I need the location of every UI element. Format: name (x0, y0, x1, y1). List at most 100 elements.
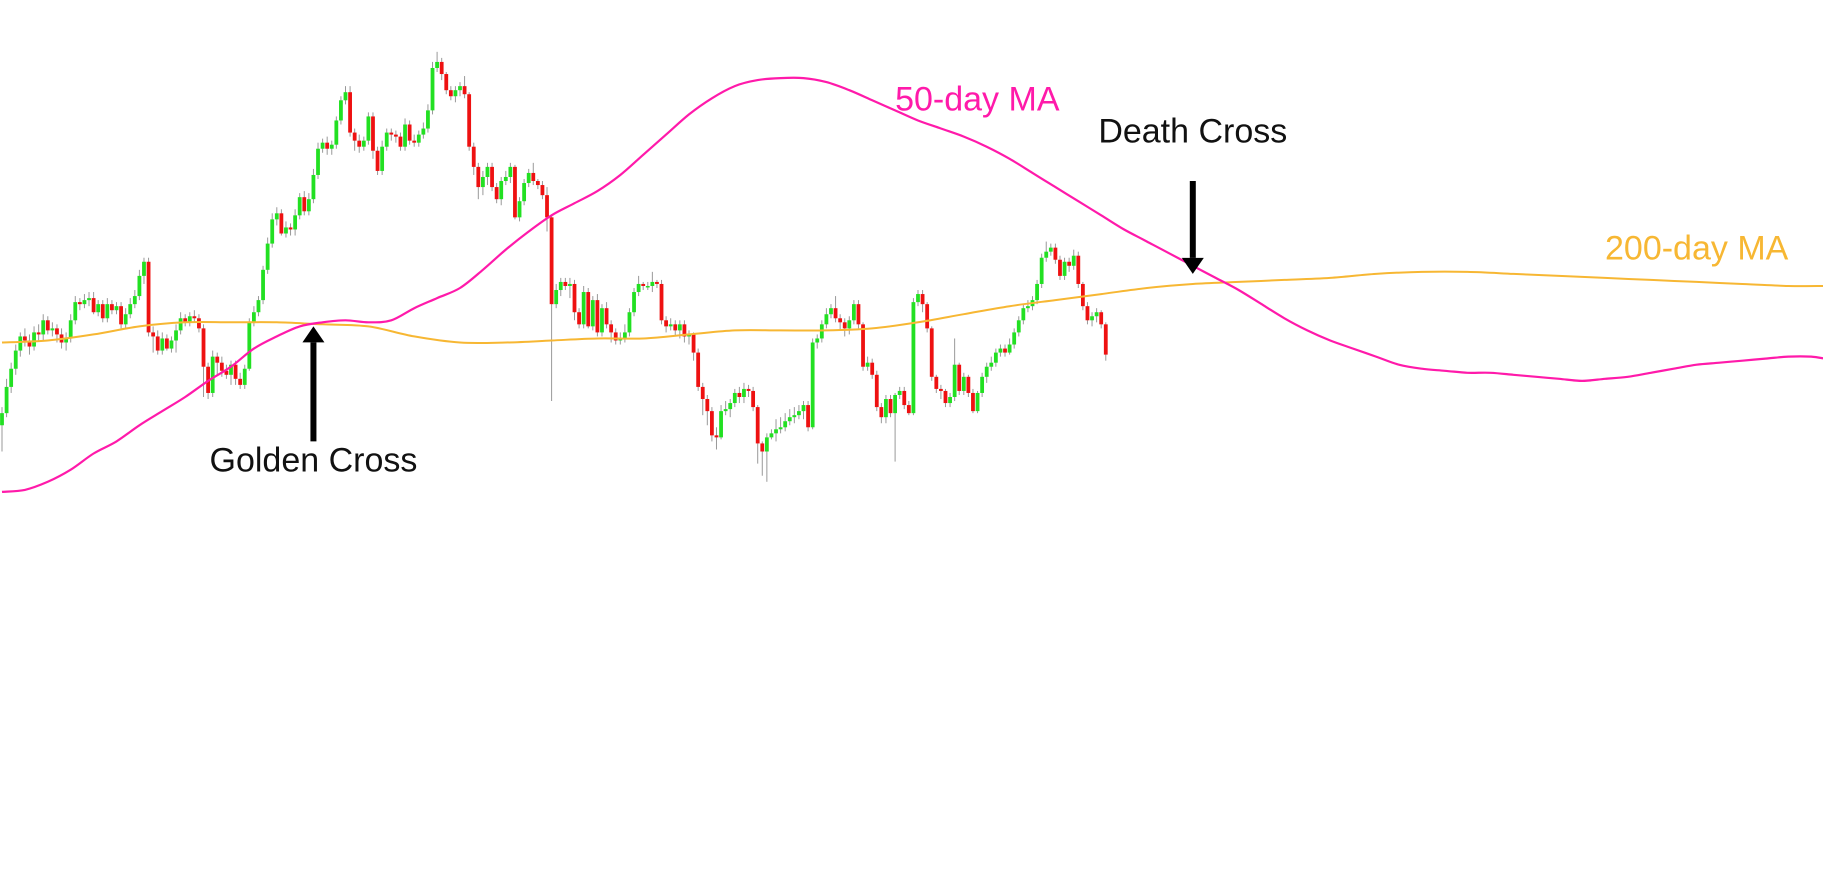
candle-down (288, 227, 293, 230)
candle-down (1085, 306, 1090, 321)
candle-down (1053, 247, 1058, 260)
candle-up (339, 100, 343, 121)
candle-up (270, 219, 275, 244)
candle-up (343, 92, 348, 101)
candle-down (751, 390, 756, 408)
candle-up (316, 148, 320, 175)
candle-down (705, 399, 710, 412)
candle-down (888, 399, 893, 414)
candle-down (183, 318, 188, 323)
candle-down (412, 140, 417, 143)
candle-up (128, 304, 133, 315)
candle-up (961, 376, 966, 391)
candle-down (934, 376, 939, 389)
candle-up (453, 90, 458, 97)
candle-up (1007, 344, 1012, 353)
candle-up (847, 320, 852, 329)
candle-down (604, 308, 609, 325)
candle-up (581, 292, 586, 325)
candle-up (13, 350, 18, 369)
candle-up (87, 298, 91, 301)
candle-up (293, 215, 298, 230)
candle-up (719, 411, 723, 438)
candle-down (595, 300, 600, 333)
death-cross-label: Death Cross (1098, 113, 1287, 151)
candle-up (334, 120, 339, 145)
candle-up (590, 300, 595, 327)
candle-up (911, 302, 916, 414)
candle-up (284, 227, 288, 234)
candle-up (380, 146, 385, 171)
candle-up (18, 336, 23, 351)
candle-down (513, 166, 517, 218)
candle-up (797, 411, 801, 416)
candle-up (252, 312, 256, 323)
candle-down (806, 405, 810, 428)
candle-down (100, 304, 105, 319)
candle-down (23, 336, 27, 341)
candle-up (1026, 306, 1030, 309)
candle-down (943, 390, 948, 404)
candle-down (700, 386, 705, 400)
golden-cross-arrow-head (302, 326, 325, 343)
candle-down (219, 362, 224, 371)
candle-up (403, 124, 407, 147)
candle-up (229, 364, 233, 375)
candle-up (416, 134, 421, 143)
candle-up (247, 322, 252, 369)
candle-up (774, 429, 778, 434)
candle-up (50, 328, 55, 331)
candle-up (320, 142, 325, 149)
candle-bodies (0, 61, 1108, 452)
candle-up (274, 213, 279, 220)
candle-down (714, 435, 719, 438)
candle-down (870, 362, 875, 375)
candle-down (119, 306, 123, 325)
candle-up (485, 166, 490, 177)
candle-down (238, 378, 243, 385)
candle-up (256, 300, 261, 313)
candle-up (893, 394, 897, 414)
candle-down (710, 411, 714, 436)
candle-up (627, 312, 632, 333)
candle-up (499, 181, 504, 200)
candle-up (64, 338, 69, 343)
candle-up (1094, 312, 1099, 317)
candle-down (655, 281, 659, 284)
candle-up (481, 176, 485, 188)
candle-up (1016, 320, 1021, 333)
candle-down (874, 374, 879, 408)
candle-down (45, 320, 50, 331)
candle-down (215, 356, 220, 363)
candle-down (110, 304, 114, 311)
candle-down (1099, 312, 1104, 325)
candle-down (151, 332, 156, 337)
candle-down (490, 166, 494, 188)
candle-down (664, 320, 668, 327)
candle-up (668, 324, 673, 327)
candle-down (393, 134, 398, 137)
candle-down (233, 364, 238, 379)
candle-down (691, 334, 696, 353)
candle-down (572, 283, 577, 313)
candle-up (993, 352, 998, 363)
candle-down (371, 116, 375, 151)
candle-up (174, 330, 178, 341)
candle-up (1071, 255, 1076, 266)
candle-down (563, 281, 568, 286)
candle-down (91, 298, 96, 313)
candle-up (169, 340, 174, 349)
candle-down (201, 328, 206, 367)
candle-down (302, 197, 307, 212)
candle-down (929, 328, 934, 377)
candle-up (458, 86, 462, 91)
candle-up (687, 334, 691, 337)
candle-down (971, 392, 975, 412)
candle-up (1090, 316, 1094, 321)
candle-up (801, 405, 806, 412)
candle-up (824, 314, 829, 325)
candle-up (421, 128, 426, 135)
candle-down (55, 328, 59, 335)
candle-down (755, 407, 760, 444)
candle-up (142, 261, 146, 276)
